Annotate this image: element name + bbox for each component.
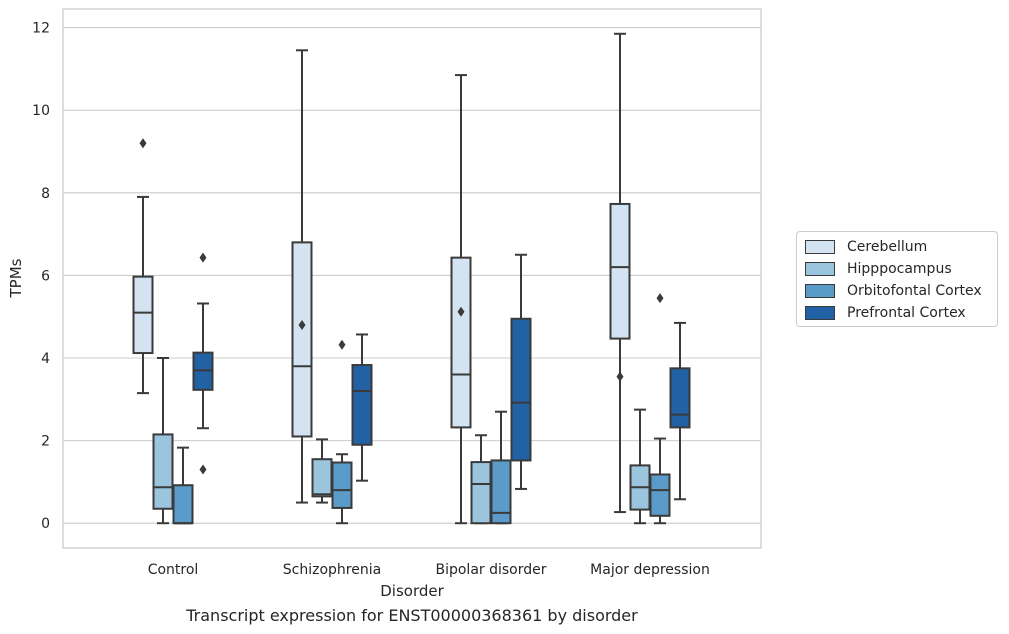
box-cerebellum-schizophrenia	[291, 49, 313, 504]
x-tick-label-bipolar-disorder: Bipolar disorder	[435, 562, 546, 578]
legend-swatch-hippocampus	[805, 262, 835, 276]
outlier-point	[139, 138, 147, 149]
chart-caption: Transcript expression for ENST0000036836…	[186, 606, 638, 625]
box-iqr	[649, 473, 671, 517]
outlier-point	[298, 319, 306, 330]
box-iqr	[669, 367, 691, 429]
box-plot-area	[132, 32, 691, 525]
y-tick-label: 12	[32, 21, 50, 37]
outlier-point	[199, 464, 207, 475]
box-prefrontal-cortex-schizophrenia	[351, 333, 373, 482]
x-tick-label-schizophrenia: Schizophrenia	[283, 562, 381, 578]
box-iqr	[510, 317, 532, 462]
box-prefrontal-cortex-control	[192, 252, 214, 475]
box-iqr	[331, 461, 353, 509]
box-prefrontal-cortex-major-depression	[669, 321, 691, 501]
box-hipppocampus-major-depression	[629, 408, 651, 525]
box-iqr	[152, 433, 174, 510]
legend-label-prefrontal-cortex: Prefrontal Cortex	[847, 305, 966, 321]
x-tick-label-control: Control	[148, 562, 199, 578]
outlier-point	[457, 306, 465, 317]
y-tick-label: 2	[41, 434, 50, 450]
outlier-point	[199, 252, 207, 263]
y-tick-label: 10	[32, 103, 50, 119]
box-cerebellum-control	[132, 138, 154, 395]
outlier-point	[338, 339, 346, 350]
x-tick-label-major-depression: Major depression	[590, 562, 710, 578]
legend-label-orbitofrontal-cortex: Orbitofontal Cortex	[847, 283, 982, 299]
legend-swatch-prefrontal-cortex	[805, 306, 835, 320]
legend-item-orbitofrontal-cortex: Orbitofontal Cortex	[805, 280, 989, 302]
box-iqr	[490, 459, 512, 525]
box-iqr	[351, 364, 373, 446]
y-tick-label: 8	[41, 186, 50, 202]
axis-ticks: 0 2 4 6 8 10 12 Control Schizophrenia Bipolar dis…	[32, 21, 710, 578]
legend-swatch-cerebellum	[805, 240, 835, 254]
legend-label-hippocampus: Hipppocampus	[847, 261, 952, 277]
grid-lines	[63, 27, 761, 524]
x-axis-label: Disorder	[380, 582, 444, 600]
y-tick-label: 0	[41, 516, 50, 532]
y-axis-label: TPMs	[7, 258, 25, 298]
box-iqr	[172, 484, 194, 525]
box-iqr	[450, 256, 472, 429]
box-iqr	[132, 275, 154, 355]
box-iqr	[470, 461, 492, 525]
box-orbitofontal-cortex-bipolar-disorder	[490, 410, 512, 525]
outlier-point	[616, 371, 624, 382]
box-cerebellum-major-depression	[609, 32, 631, 514]
y-tick-label: 6	[41, 268, 50, 284]
box-orbitofontal-cortex-major-depression	[649, 293, 671, 525]
y-tick-label: 4	[41, 351, 50, 367]
box-hipppocampus-schizophrenia	[311, 438, 333, 504]
box-orbitofontal-cortex-schizophrenia	[331, 339, 353, 525]
box-iqr	[291, 241, 313, 438]
legend-item-hippocampus: Hipppocampus	[805, 258, 989, 280]
box-cerebellum-bipolar-disorder	[450, 74, 472, 525]
outlier-point	[656, 293, 664, 304]
legend-label-cerebellum: Cerebellum	[847, 239, 928, 255]
box-hipppocampus-control	[152, 357, 174, 525]
box-orbitofontal-cortex-control	[172, 446, 194, 525]
box-prefrontal-cortex-bipolar-disorder	[510, 253, 532, 490]
legend-item-prefrontal-cortex: Prefrontal Cortex	[805, 302, 989, 324]
legend-item-cerebellum: Cerebellum	[805, 236, 989, 258]
box-iqr	[609, 202, 631, 340]
legend-swatch-orbitofrontal-cortex	[805, 284, 835, 298]
box-iqr	[311, 458, 333, 498]
plot-frame	[62, 8, 762, 549]
legend: Cerebellum Hipppocampus Orbitofontal Cor…	[796, 231, 998, 327]
box-hipppocampus-bipolar-disorder	[470, 434, 492, 525]
